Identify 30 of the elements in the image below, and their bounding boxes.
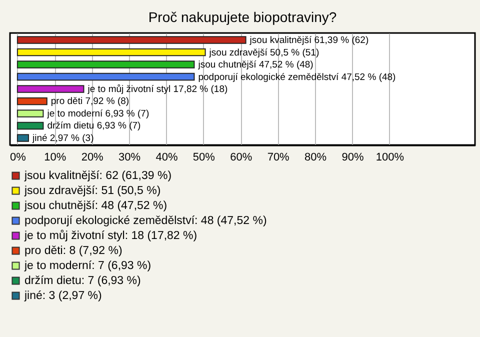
- legend-label: jiné: 3 (2,97 %): [24, 290, 102, 302]
- data-label: držím dietu 6,93 % (7): [47, 120, 141, 132]
- x-tick-label: 80%: [304, 152, 327, 164]
- x-tick-label: 60%: [230, 152, 252, 164]
- x-tick-label: 30%: [118, 152, 141, 164]
- data-label: jiné 2,97 % (3): [31, 132, 94, 144]
- x-tick-label: 40%: [156, 152, 178, 164]
- legend-label: jsou chutnější: 48 (47,52 %): [24, 200, 168, 212]
- data-label: pro děti 7,92 % (8): [50, 96, 130, 108]
- x-tick-label: 20%: [81, 152, 104, 164]
- legend-label: držím dietu: 7 (6,93 %): [24, 274, 141, 287]
- legend-label: jsou kvalitnější: 62 (61,39 %): [24, 170, 172, 182]
- x-tick-label: 100%: [376, 152, 404, 164]
- x-tick-label: 10%: [44, 152, 66, 164]
- x-tick-label: 50%: [192, 152, 216, 164]
- data-label: jsou zdravější 50,5 % (51): [208, 47, 320, 58]
- legend-label: pro děti: 8 (7,92 %): [24, 244, 122, 257]
- chart-title: Proč nakupujete biopotraviny?: [148, 9, 337, 25]
- data-label: podporují ekologické zemědělství 47,52 % (48): [198, 72, 396, 83]
- x-tick-label: 0%: [10, 152, 26, 164]
- data-label: jsou chutnější 47,52 % (48): [197, 60, 314, 71]
- data-label: jsou kvalitnější 61,39 % (62): [248, 35, 369, 46]
- data-label: je to moderní 6,93 % (7): [46, 108, 150, 120]
- legend-label: je to moderní: 7 (6,93 %): [24, 260, 152, 272]
- legend-label: je to můj životní styl: 18 (17,82 %): [24, 228, 198, 242]
- x-tick-label: 90%: [342, 152, 364, 164]
- legend-label: podporují ekologické zemědělství: 48 (47,52 %): [24, 214, 267, 227]
- data-label: je to můj životní styl 17,82 % (18): [86, 84, 228, 95]
- legend-label: jsou zdravější: 51 (50,5 %): [24, 184, 161, 197]
- x-tick-label: 70%: [267, 152, 290, 164]
